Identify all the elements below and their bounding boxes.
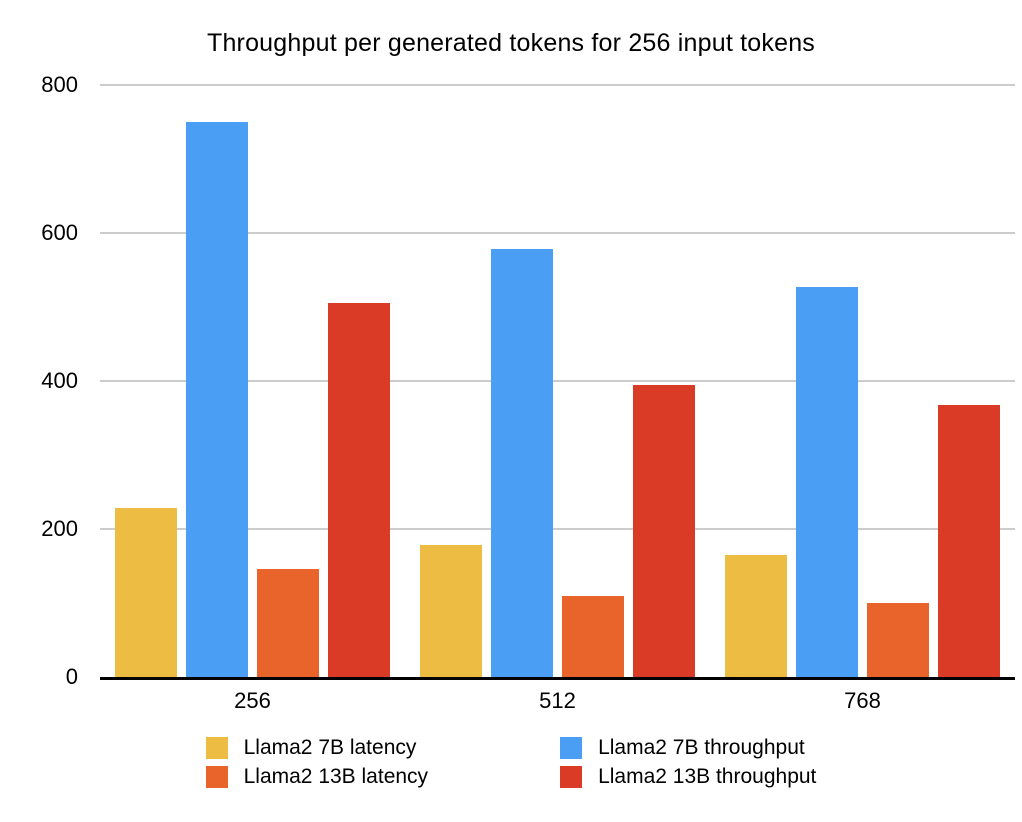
gridlines xyxy=(100,84,1015,677)
bar-llama2-13b-latency-768 xyxy=(867,603,929,677)
bar-llama2-13b-latency-256 xyxy=(257,568,319,677)
y-tick-label: 200 xyxy=(41,516,78,541)
bar-llama2-7b-latency-768 xyxy=(725,554,787,677)
legend-label-llama2-13b-throughput: Llama2 13B throughput xyxy=(598,765,817,788)
legend-column: Llama2 7B throughput Llama2 13B throughpu… xyxy=(560,737,816,788)
y-tick-label: 800 xyxy=(41,72,78,97)
legend-label-llama2-7b-throughput: Llama2 7B throughput xyxy=(598,736,805,759)
legend-item-llama2-7b-throughput: Llama2 7B throughput xyxy=(560,737,816,759)
bar-groups xyxy=(100,85,1015,677)
gridline xyxy=(100,528,1015,530)
gridline xyxy=(100,84,1015,86)
legend-label-llama2-7b-latency: Llama2 7B latency xyxy=(243,736,417,759)
y-axis: 0 200 400 600 800 xyxy=(0,74,78,688)
legend-item-llama2-13b-latency: Llama2 13B latency xyxy=(205,765,429,788)
bar-llama2-7b-throughput-512 xyxy=(491,249,553,677)
gridline xyxy=(100,232,1015,234)
legend-item-llama2-7b-latency: Llama2 7B latency xyxy=(205,736,428,759)
legend-item-llama2-13b-throughput: Llama2 13B throughput xyxy=(560,766,816,788)
y-tick-label: 400 xyxy=(41,368,78,393)
bar-llama2-7b-latency-256 xyxy=(115,508,177,677)
gridline xyxy=(100,380,1015,382)
y-tick-label: 600 xyxy=(41,220,78,245)
bar-llama2-7b-throughput-768 xyxy=(796,287,858,677)
x-axis-label: 256 xyxy=(234,688,271,713)
chart-title: Throughput per generated tokens for 256 … xyxy=(206,29,816,57)
legend-swatch-llama2-7b-throughput xyxy=(560,737,583,759)
bar-llama2-7b-throughput-256 xyxy=(186,122,248,677)
y-tick-label: 0 xyxy=(65,664,78,689)
legend-column: Llama2 7B latency Llama2 13B latency xyxy=(205,736,429,788)
bar-group-256 xyxy=(100,85,405,677)
legend: Llama2 7B latency Llama2 13B latency Llama… xyxy=(0,737,1022,788)
bar-llama2-13b-throughput-768 xyxy=(938,404,1000,677)
legend-label-llama2-13b-latency: Llama2 13B latency xyxy=(243,765,429,788)
x-axis: 256 512 768 xyxy=(100,688,1015,714)
bar-group-512 xyxy=(405,85,710,677)
x-axis-label: 512 xyxy=(539,688,576,713)
plot-area xyxy=(100,84,1015,680)
legend-swatch-llama2-7b-latency xyxy=(205,737,228,759)
x-axis-label: 768 xyxy=(844,688,881,713)
bar-llama2-7b-latency-512 xyxy=(420,545,482,677)
legend-swatch-llama2-13b-throughput xyxy=(560,766,583,788)
bar-llama2-13b-latency-512 xyxy=(562,595,624,677)
bar-llama2-13b-throughput-256 xyxy=(328,303,390,677)
bar-group-768 xyxy=(710,85,1015,677)
legend-swatch-llama2-13b-latency xyxy=(205,766,228,788)
bar-llama2-13b-throughput-512 xyxy=(633,384,695,677)
